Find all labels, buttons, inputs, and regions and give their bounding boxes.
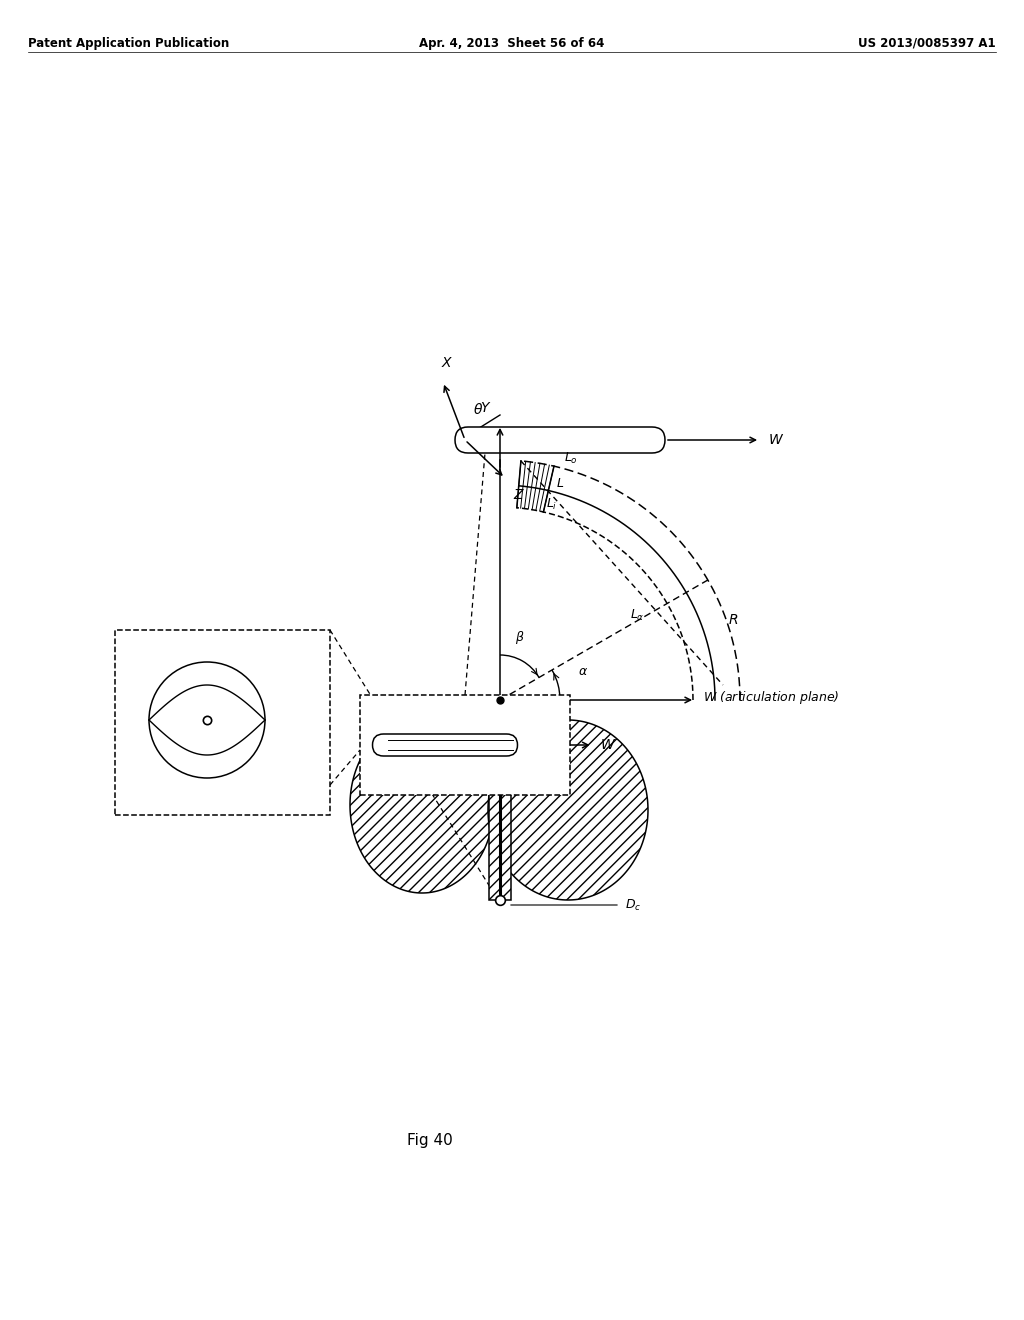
- Text: $-\Delta l_z$: $-\Delta l_z$: [120, 771, 146, 785]
- Text: US 2013/0085397 A1: US 2013/0085397 A1: [858, 37, 996, 50]
- Text: $D_c$: $D_c$: [625, 898, 641, 912]
- Text: $-\Delta L_x$: $-\Delta L_x$: [120, 645, 150, 659]
- Text: $W$: $W$: [600, 738, 616, 752]
- Text: Fig 40: Fig 40: [408, 1133, 453, 1148]
- Text: $\alpha$: $\alpha$: [578, 665, 588, 678]
- FancyBboxPatch shape: [373, 734, 517, 756]
- Text: $W$ (articulation plane): $W$ (articulation plane): [703, 689, 840, 706]
- Text: $R$: $R$: [728, 612, 738, 627]
- Text: $Z$: $Z$: [513, 488, 525, 502]
- Text: $L_o$: $L_o$: [564, 451, 579, 466]
- Text: $L_i$: $L_i$: [546, 496, 557, 512]
- Polygon shape: [488, 719, 648, 900]
- Text: $\beta$: $\beta$: [515, 630, 524, 647]
- Polygon shape: [350, 717, 494, 894]
- Text: $Y$: $Y$: [480, 401, 492, 414]
- Bar: [360, 696, 570, 795]
- Text: $X$: $X$: [440, 356, 454, 370]
- Text: Apr. 4, 2013  Sheet 56 of 64: Apr. 4, 2013 Sheet 56 of 64: [419, 37, 605, 50]
- Text: $+\Delta L_x$: $+\Delta L_x$: [222, 779, 252, 793]
- FancyBboxPatch shape: [455, 426, 665, 453]
- Bar: [115, 630, 330, 814]
- Text: $\theta$: $\theta$: [232, 690, 242, 705]
- Text: $\theta$: $\theta$: [473, 403, 483, 417]
- Text: $W$: $W$: [768, 433, 784, 447]
- Text: $Z$: $Z$: [285, 722, 296, 734]
- Text: Patent Application Publication: Patent Application Publication: [28, 37, 229, 50]
- Polygon shape: [489, 700, 511, 900]
- Text: $+\Delta L_z$: $+\Delta L_z$: [232, 642, 261, 656]
- Text: $L$: $L$: [556, 478, 564, 491]
- Text: $L_\alpha$: $L_\alpha$: [630, 607, 644, 623]
